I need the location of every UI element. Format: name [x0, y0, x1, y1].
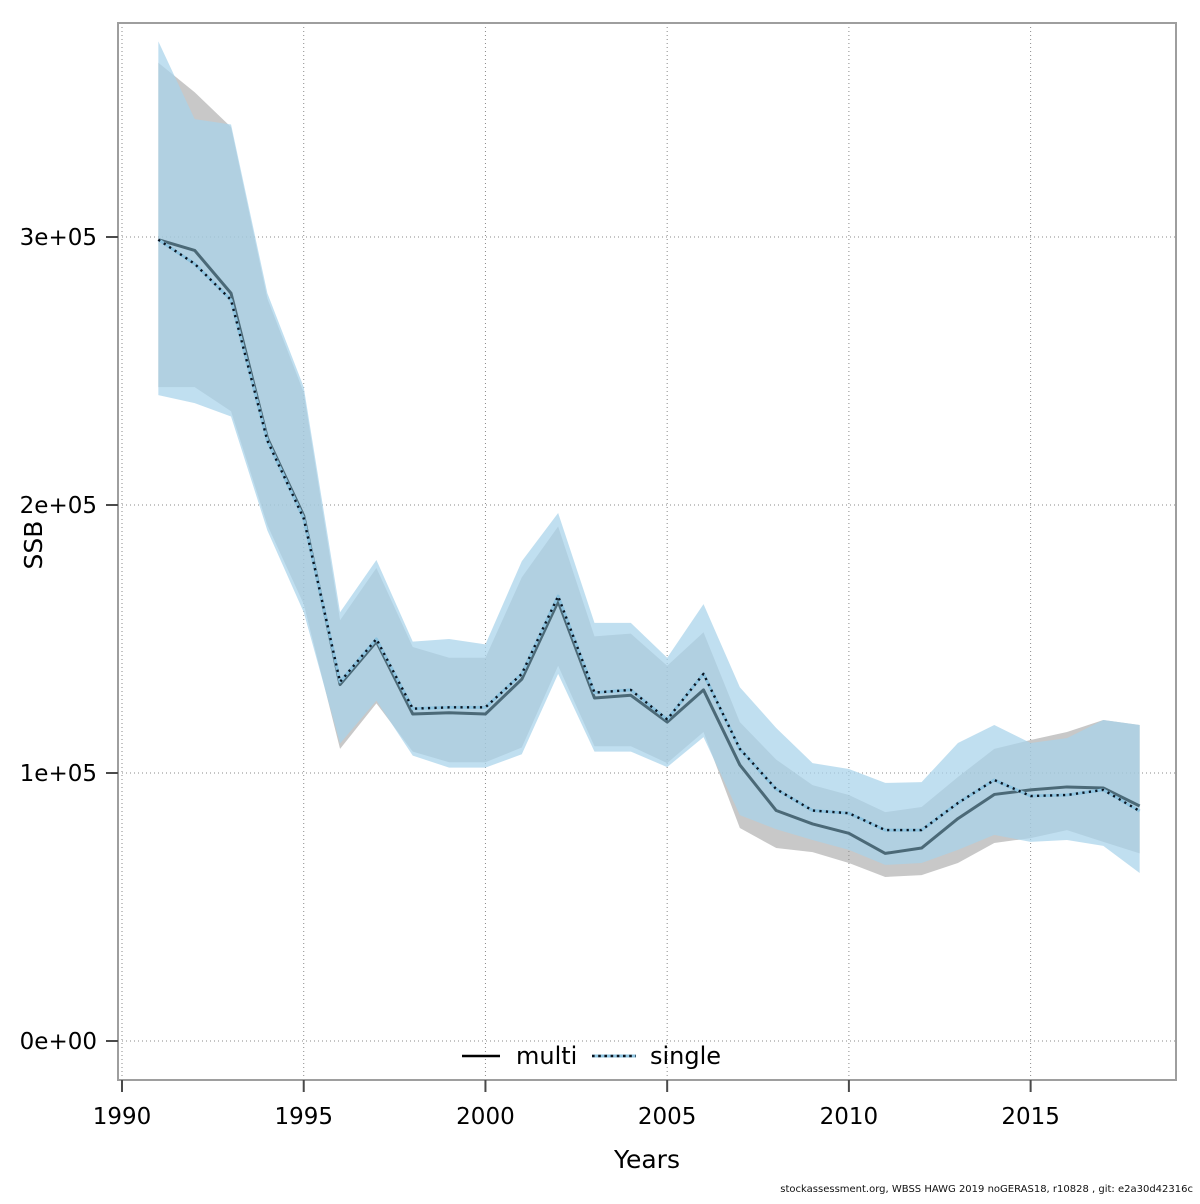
- confidence-bands: [158, 41, 1140, 877]
- tick-label-y-2e+05: 2e+05: [20, 493, 97, 519]
- x-axis-title: Years: [613, 1145, 680, 1174]
- series-lines: [157, 238, 1141, 855]
- plot-border: [117, 22, 1177, 1081]
- line-single: [157, 238, 1141, 832]
- tick-label-x-2015: 2015: [1001, 1104, 1060, 1130]
- confidence-band-single: [158, 41, 1140, 873]
- tick-label-x-1990: 1990: [93, 1104, 152, 1130]
- axis-tick-labels: 1990 1995 2000 2005 2010 2015 0e+00 1e+05 2e+05 3…: [20, 225, 1060, 1130]
- tick-label-y-0e+00: 0e+00: [20, 1029, 97, 1055]
- y-axis-title: SSB: [19, 521, 48, 570]
- tick-label-x-1995: 1995: [274, 1104, 333, 1130]
- tick-label-x-2000: 2000: [456, 1104, 515, 1130]
- footer-attribution: stockassessment.org, WBSS HAWG 2019 noGE…: [780, 1184, 1193, 1195]
- tick-label-x-2010: 2010: [820, 1104, 879, 1130]
- legend-label-multi: multi: [516, 1042, 577, 1070]
- tick-label-y-3e+05: 3e+05: [20, 225, 97, 251]
- axis-ticks: [106, 235, 1032, 1092]
- tick-label-x-2005: 2005: [638, 1104, 697, 1130]
- legend: multi single: [462, 1042, 721, 1070]
- tick-label-y-1e+05: 1e+05: [20, 761, 97, 787]
- legend-label-single: single: [650, 1042, 721, 1070]
- gridlines: [118, 23, 1176, 1080]
